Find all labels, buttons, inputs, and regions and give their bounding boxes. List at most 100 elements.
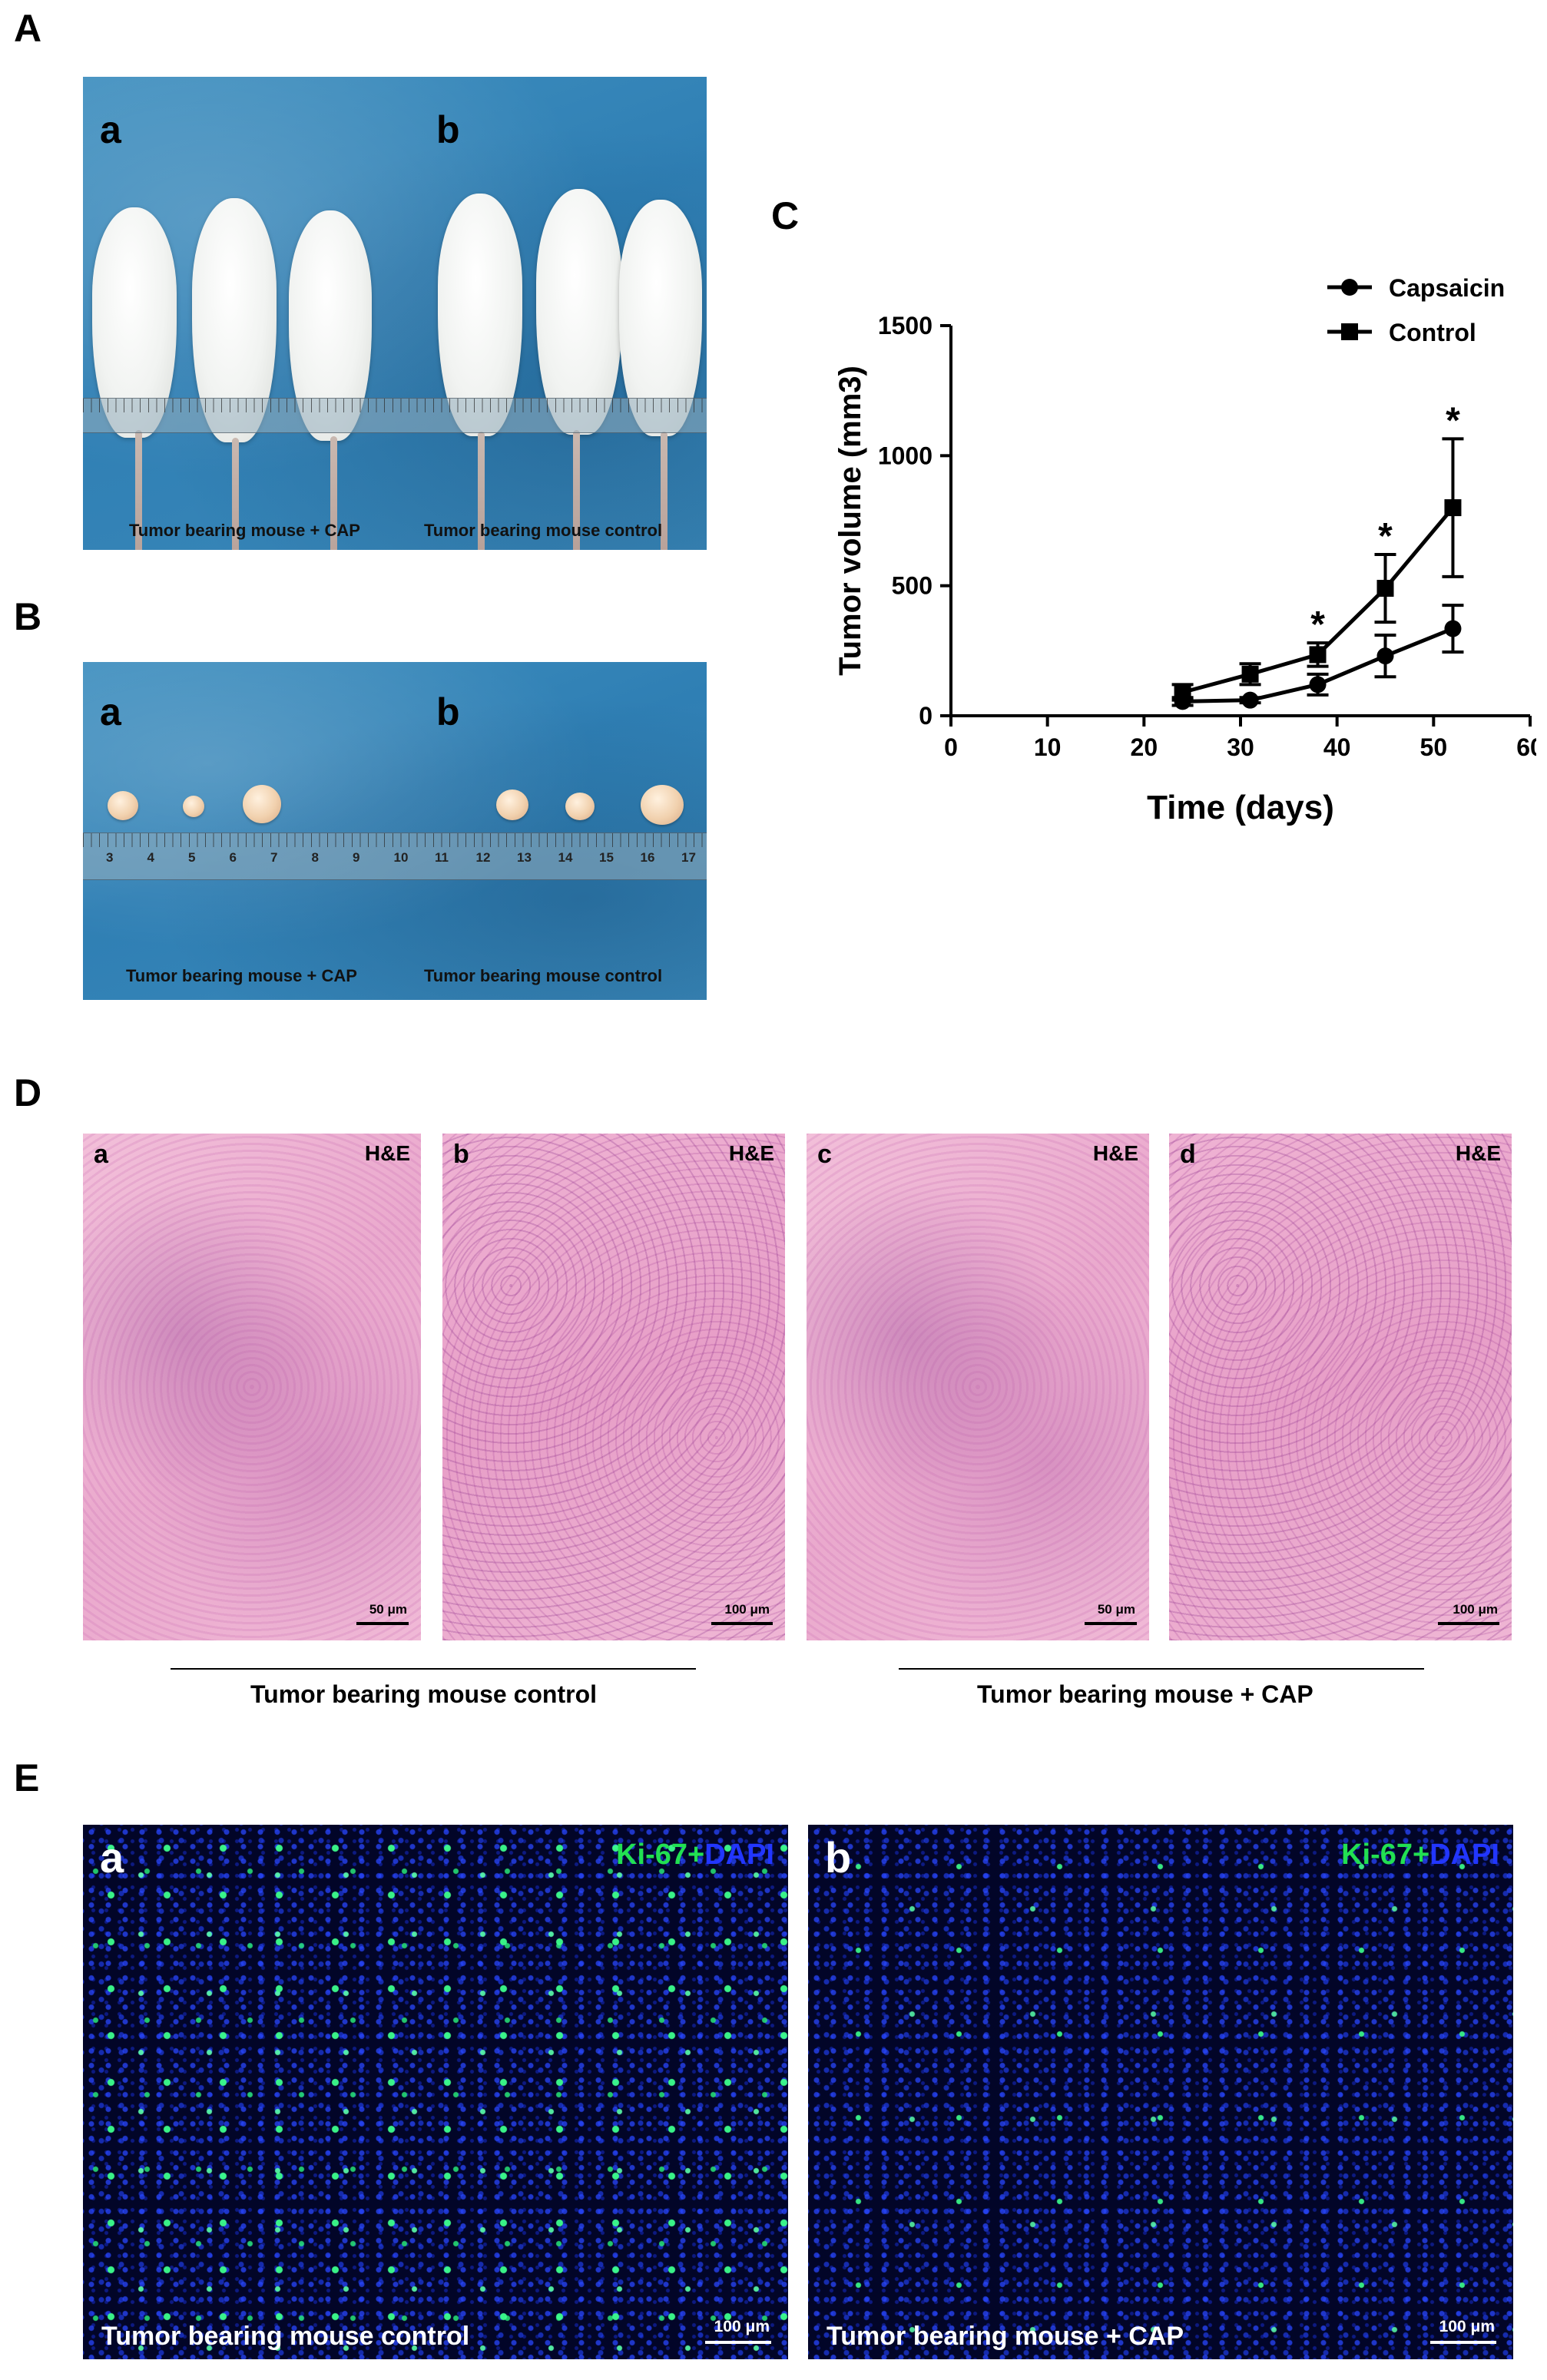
ruler: 3 4 5 6 7 8 9 10 11 12 13 14 15 16 17 [83, 833, 707, 880]
y-tick-label: 1500 [878, 312, 933, 339]
tumors-photo: a b 3 4 5 6 7 8 9 10 11 12 13 14 15 16 17 Tumor bearin… [83, 662, 707, 1000]
x-tick-label: 30 [1227, 733, 1254, 761]
group-label-cap: Tumor bearing mouse + CAP [977, 1680, 1313, 1708]
dapi-label: DAPI [704, 1839, 774, 1871]
x-tick-label: 10 [1034, 733, 1062, 761]
scalebar [1085, 1622, 1137, 1625]
data-point-control [1174, 684, 1191, 701]
he-image-c: c H&E 50 μm [807, 1134, 1149, 1640]
tumor-image [108, 791, 138, 820]
he-sublabel: d [1180, 1140, 1196, 1169]
legend-marker [1341, 279, 1358, 296]
ruler-number: 10 [393, 850, 409, 865]
ruler-number: 6 [229, 850, 237, 865]
he-image-d: d H&E 100 μm [1169, 1134, 1512, 1640]
fluor-caption: Tumor bearing mouse + CAP [827, 2322, 1184, 2351]
panel-letter-c: C [771, 194, 800, 237]
tumor-image [243, 785, 281, 823]
he-stain-label: H&E [364, 1141, 410, 1165]
fluor-stain-label: Ki-67+DAPI [616, 1839, 774, 1872]
dapi-label: DAPI [1429, 1839, 1499, 1871]
scalebar-label: 100 μm [1453, 1602, 1498, 1617]
ruler-ticks [83, 833, 707, 847]
scalebar [1430, 2341, 1496, 2344]
ruler-number: 3 [106, 850, 114, 865]
y-tick-label: 1000 [878, 442, 933, 469]
he-image-a: a H&E 50 μm [83, 1134, 421, 1640]
scalebar [705, 2341, 771, 2344]
mouse-tail [330, 436, 337, 550]
mice-photo: a b Tumor bearing mouse + CAP Tumor bear… [83, 77, 707, 550]
group-label-control: Tumor bearing mouse control [250, 1680, 597, 1708]
he-stain-label: H&E [1092, 1141, 1138, 1165]
data-point-control [1376, 580, 1394, 597]
significance-star: * [1310, 604, 1325, 645]
fluorescence-image-a: a Ki-67+DAPI Tumor bearing mouse control… [83, 1825, 788, 2359]
he-image-b: b H&E 100 μm [442, 1134, 785, 1640]
photo-caption-a: Tumor bearing mouse + CAP [126, 966, 357, 985]
data-point-capsaicin [1376, 647, 1394, 665]
ruler-ticks [83, 399, 707, 412]
scalebar [356, 1622, 409, 1625]
ruler-number: 4 [147, 850, 154, 865]
ki67-label: Ki-67+ [616, 1839, 705, 1871]
fluor-stain-label: Ki-67+DAPI [1341, 1839, 1499, 1872]
he-stain-label: H&E [1455, 1141, 1501, 1165]
x-tick-label: 0 [944, 733, 958, 761]
scalebar-label: 50 μm [1097, 1602, 1135, 1617]
mouse-tail [573, 430, 580, 550]
data-point-capsaicin [1241, 691, 1259, 709]
scalebar [711, 1622, 773, 1625]
x-tick-label: 50 [1420, 733, 1448, 761]
legend-label: Control [1389, 319, 1476, 346]
x-tick-label: 40 [1323, 733, 1351, 761]
panel-letter-a: A [14, 7, 42, 50]
mouse-tail [135, 430, 142, 550]
mouse-image [438, 194, 522, 436]
mouse-image [536, 189, 622, 435]
data-point-control [1309, 646, 1327, 664]
ruler-number: 13 [517, 850, 532, 865]
ruler-number: 14 [558, 850, 573, 865]
ruler-number: 8 [311, 850, 319, 865]
data-point-control [1444, 499, 1462, 517]
photo-sublabel-a: a [100, 108, 121, 151]
tumor-image [183, 796, 204, 817]
x-axis-label: Time (days) [1147, 789, 1334, 826]
mouse-tail [478, 432, 485, 550]
data-point-capsaicin [1309, 676, 1327, 693]
panel-letter-b: B [14, 595, 42, 638]
legend-marker [1341, 323, 1358, 340]
he-sublabel: a [94, 1140, 108, 1169]
ruler-number: 12 [475, 850, 491, 865]
scalebar-label: 100 μm [714, 2318, 770, 2335]
scalebar-label: 50 μm [369, 1602, 407, 1617]
ruler-number: 5 [188, 850, 196, 865]
photo-caption-b: Tumor bearing mouse control [424, 966, 663, 985]
tumor-image [565, 793, 595, 820]
significance-star: * [1446, 400, 1460, 441]
fluor-sublabel: b [825, 1833, 852, 1882]
group-bracket-right [899, 1668, 1424, 1670]
ruler-number: 16 [640, 850, 655, 865]
legend-label: Capsaicin [1389, 274, 1505, 302]
fluorescence-image-b: b Ki-67+DAPI Tumor bearing mouse + CAP 1… [808, 1825, 1513, 2359]
x-tick-label: 20 [1131, 733, 1158, 761]
group-bracket-left [171, 1668, 696, 1670]
panel-letter-d: D [14, 1071, 42, 1114]
he-sublabel: b [453, 1140, 469, 1169]
mouse-tail [661, 432, 667, 550]
panel-letter-e: E [14, 1756, 40, 1799]
tumor-volume-chart: 0 500 1000 1500 0 10 20 30 40 50 60 Time (days) Tumo… [833, 274, 1536, 826]
photo-caption-b: Tumor bearing mouse control [424, 521, 663, 540]
y-axis-label: Tumor volume (mm3) [833, 366, 867, 676]
tumor-image [641, 785, 684, 825]
y-tick-label: 500 [892, 572, 933, 600]
fluor-sublabel: a [100, 1833, 124, 1882]
ki67-label: Ki-67+ [1341, 1839, 1430, 1871]
ruler [83, 398, 707, 433]
ruler-number: 11 [435, 850, 449, 865]
ruler-number: 17 [681, 850, 696, 865]
significance-star: * [1378, 516, 1393, 557]
mouse-image [619, 200, 702, 436]
